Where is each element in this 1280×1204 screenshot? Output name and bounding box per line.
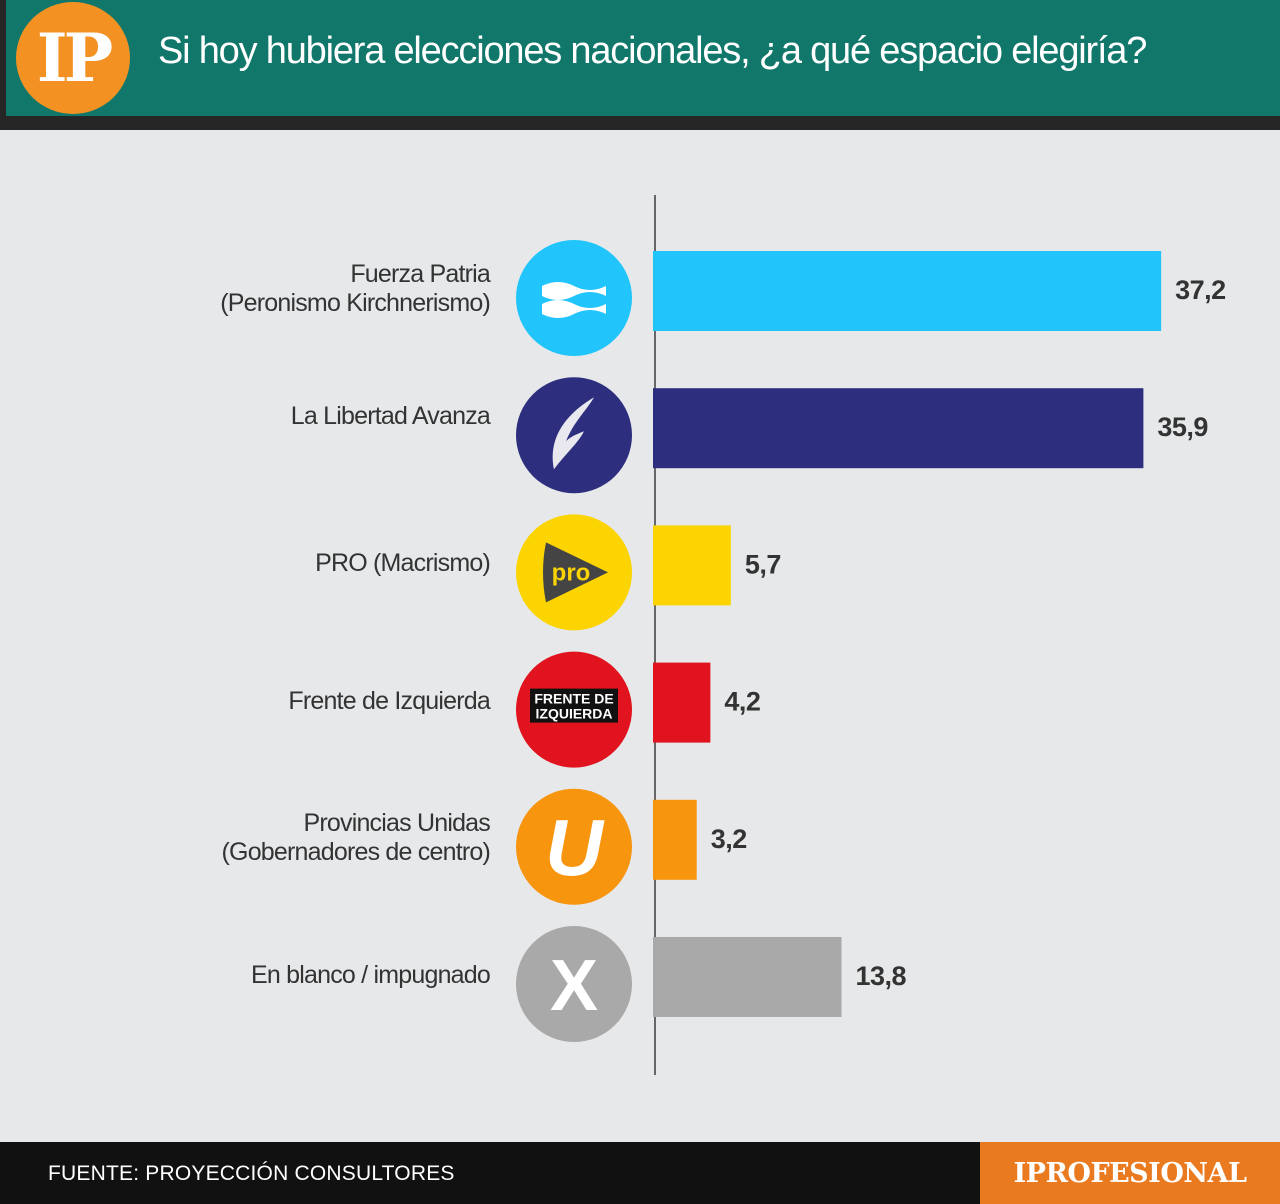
play-shape xyxy=(543,542,608,603)
letter-u-icon xyxy=(516,788,632,905)
category-label-4: Frente de Izquierda xyxy=(70,687,490,716)
category-label-line: Frente de Izquierda xyxy=(288,686,490,715)
value-label-1: 37,2 xyxy=(1175,275,1226,305)
bar-1 xyxy=(653,251,1162,331)
header-bar xyxy=(6,0,1280,116)
value-label-2: 35,9 xyxy=(1157,412,1208,442)
source-note: FUENTE: PROYECCIÓN CONSULTORES xyxy=(48,1162,455,1185)
u-logo-text: U xyxy=(545,803,605,892)
category-label-line: (Gobernadores de centro) xyxy=(221,837,491,866)
category-label-line: Fuerza Patria xyxy=(350,260,490,288)
equal-waves-icon xyxy=(516,240,632,356)
x-mark-icon xyxy=(516,926,632,1042)
category-label-3: PRO (Macrismo) xyxy=(70,549,491,578)
frente-logo-line-2: IZQUIERDA xyxy=(536,706,613,722)
category-label-line: (Peronismo Kirchnerismo) xyxy=(220,289,491,317)
x-logo-text: X xyxy=(550,946,598,1026)
header-left-strip xyxy=(0,0,6,130)
bar-3 xyxy=(653,525,731,606)
bar-2 xyxy=(653,388,1144,469)
category-label-5: Provincias Unidas (Gobernadores de centro… xyxy=(70,808,491,867)
header-divider xyxy=(6,116,1280,130)
wave-top-shape xyxy=(542,282,606,300)
flame-shape xyxy=(552,397,594,470)
category-label-line: PRO (Macrismo) xyxy=(315,549,491,578)
lion-flame-icon xyxy=(516,377,632,494)
frente-logo-box xyxy=(530,688,618,723)
value-label-5: 3,2 xyxy=(711,824,747,854)
ip-logo: IP xyxy=(16,2,130,114)
value-label-3: 5,7 xyxy=(745,549,781,579)
frente-logo-line-1: FRENTE DE xyxy=(534,691,613,707)
wave-bottom-shape xyxy=(542,300,606,318)
bar-6 xyxy=(653,937,842,1017)
category-label-line: La Libertad Avanza xyxy=(290,402,491,431)
category-label-line: Provincias Unidas xyxy=(303,808,491,837)
chart-title: Si hoy hubiera elecciones nacionales, ¿a… xyxy=(158,30,1147,72)
bar-4 xyxy=(653,662,711,743)
category-label-1: Fuerza Patria (Peronismo Kirchnerismo) xyxy=(70,260,491,318)
value-label-6: 13,8 xyxy=(856,961,907,991)
category-label-6: En blanco / impugnado xyxy=(70,961,491,990)
value-label-4: 4,2 xyxy=(724,687,760,717)
category-label-2: La Libertad Avanza xyxy=(70,402,491,431)
pro-logo-text: pro xyxy=(552,559,591,586)
category-label-line: En blanco / impugnado xyxy=(251,961,491,989)
footer-bar: FUENTE: PROYECCIÓN CONSULTORES IPROFESIO… xyxy=(0,1142,1280,1204)
brand-logo: IPROFESIONAL xyxy=(980,1142,1280,1204)
bar-5 xyxy=(653,799,697,880)
